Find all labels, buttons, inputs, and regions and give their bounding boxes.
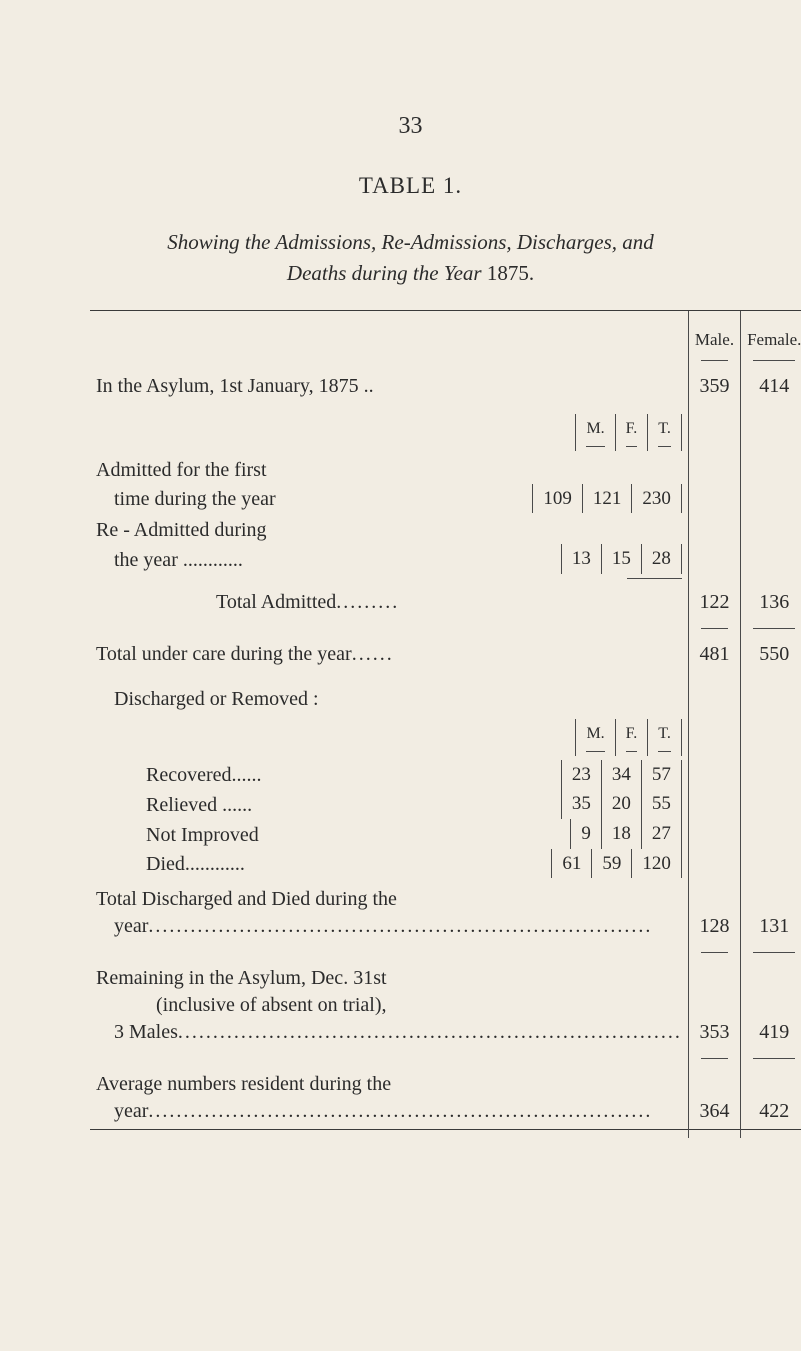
total-admitted-male: 122	[688, 585, 740, 620]
average-label-2: year	[114, 1098, 148, 1125]
discharged-heading: Discharged or Removed :	[96, 686, 682, 713]
col-header-male: Male.	[688, 319, 740, 356]
not-improved-t: 27	[641, 819, 681, 849]
re-adm-f: 15	[601, 544, 641, 574]
total-under-care-label: Total under care during the year	[96, 641, 352, 668]
recovered-label: Recovered	[146, 764, 232, 786]
recovered-t: 57	[641, 760, 681, 790]
died-f: 59	[592, 849, 632, 879]
page-number: 33	[90, 110, 731, 142]
caption-line-1: Showing the Admissions, Re-Admissions, D…	[167, 230, 654, 254]
total-discharged-label-1: Total Discharged and Died during the	[96, 886, 682, 913]
average-male: 364	[688, 1067, 740, 1130]
not-improved-label: Not Improved	[146, 824, 259, 846]
remaining-label-2: (inclusive of absent on trial),	[96, 992, 682, 1019]
dots: .........	[336, 589, 682, 616]
adm-first-row: 109 121 230	[532, 484, 682, 514]
total-discharged-female: 131	[741, 882, 801, 944]
total-discharged-label-2: year	[114, 913, 148, 940]
row-admitted-block: M. F. T. Admitted for the first time dur…	[90, 404, 801, 585]
adm-first-f: 121	[582, 484, 632, 514]
table-title: TABLE 1.	[90, 170, 731, 201]
remaining-male: 353	[688, 961, 740, 1050]
remaining-label-1: Remaining in the Asylum, Dec. 31st	[96, 965, 682, 992]
adm-first-label-2: time during the year	[96, 486, 280, 513]
sub-header-m: M.	[576, 414, 615, 442]
total-under-care-female: 550	[741, 637, 801, 672]
not-improved-f: 18	[601, 819, 641, 849]
re-adm-m: 13	[561, 544, 601, 574]
dots: ........................................…	[148, 1098, 681, 1125]
recovered-f: 34	[601, 760, 641, 790]
sub-header-t: T.	[648, 414, 682, 442]
re-adm-label-1: Re - Admitted during	[96, 517, 682, 544]
relieved-m: 35	[561, 789, 601, 819]
total-under-care-male: 481	[688, 637, 740, 672]
row-total-discharged: Total Discharged and Died during the yea…	[90, 882, 801, 944]
died-m: 61	[552, 849, 592, 879]
in-asylum-label: In the Asylum, 1st January, 1875 ..	[96, 373, 374, 400]
row-total-under-care: Total under care during the year ...... …	[90, 637, 801, 672]
sub-header-m-2: M.	[576, 719, 615, 747]
sub-header-f: F.	[615, 414, 648, 442]
adm-first-t: 230	[632, 484, 682, 514]
remaining-label-3: 3 Males	[114, 1019, 178, 1046]
died-label: Died	[146, 853, 185, 875]
re-adm-t: 28	[641, 544, 681, 574]
stats-table: Male. Female. Total. In the Asylum, 1st …	[90, 310, 801, 1138]
inner-rule	[627, 578, 682, 579]
in-asylum-male: 359	[688, 369, 740, 404]
row-total-admitted: Total Admitted ......... 122 136 258	[90, 585, 801, 620]
dots: ......	[352, 641, 682, 668]
dots: ........................................…	[148, 913, 681, 940]
relieved-t: 55	[641, 789, 681, 819]
relieved-f: 20	[601, 789, 641, 819]
recovered-m: 23	[561, 760, 601, 790]
col-header-female: Female.	[741, 319, 801, 356]
adm-first-label-1: Admitted for the first	[96, 457, 682, 484]
caption-year: 1875.	[487, 261, 534, 285]
row-average: Average numbers resident during the year…	[90, 1067, 801, 1130]
row-remaining: Remaining in the Asylum, Dec. 31st (incl…	[90, 961, 801, 1050]
average-female: 422	[741, 1067, 801, 1130]
dots: ........................................…	[178, 1019, 682, 1046]
not-improved-m: 9	[571, 819, 602, 849]
sub-header-t-2: T.	[648, 719, 682, 747]
column-header-row: Male. Female. Total.	[90, 319, 801, 356]
died-t: 120	[632, 849, 682, 879]
sub-header-f-2: F.	[615, 719, 648, 747]
row-in-asylum: In the Asylum, 1st January, 1875 .. 359 …	[90, 369, 801, 404]
re-adm-row: 13 15 28	[561, 544, 682, 574]
table-caption: Showing the Admissions, Re-Admissions, D…	[100, 227, 721, 288]
in-asylum-female: 414	[741, 369, 801, 404]
total-discharged-male: 128	[688, 882, 740, 944]
average-label-1: Average numbers resident during the	[96, 1071, 682, 1098]
re-adm-label-2: the year	[114, 549, 178, 571]
caption-line-2a: Deaths during the Year	[287, 261, 487, 285]
remaining-female: 419	[741, 961, 801, 1050]
total-admitted-label: Total Admitted	[216, 589, 336, 616]
admissions-subtable: M. F. T.	[575, 414, 681, 451]
discharged-subtable: M. F. T.	[575, 719, 681, 756]
total-admitted-female: 136	[741, 585, 801, 620]
adm-first-m: 109	[533, 484, 583, 514]
relieved-label: Relieved	[146, 794, 217, 816]
dots: ............	[183, 549, 243, 571]
row-discharged-block: Discharged or Removed : M. F. T. Recover…	[90, 672, 801, 882]
